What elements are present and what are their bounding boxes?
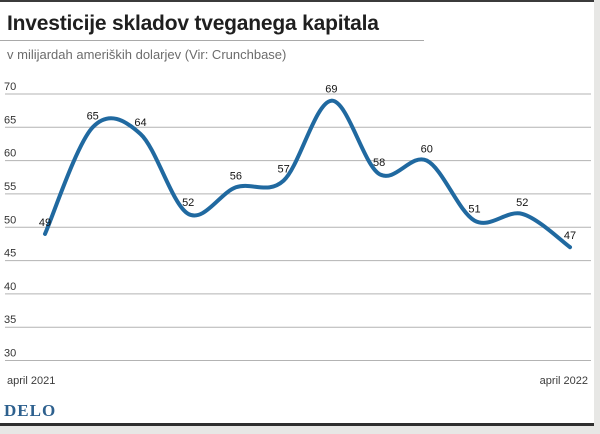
point-label: 65 bbox=[87, 110, 99, 122]
chart-title: Investicije skladov tveganega kapitala bbox=[7, 12, 379, 35]
point-label: 52 bbox=[182, 197, 194, 209]
y-tick-label: 70 bbox=[4, 81, 16, 93]
point-label: 60 bbox=[421, 144, 433, 156]
x-axis-start-label: april 2021 bbox=[7, 375, 56, 387]
delo-logo: DELO bbox=[4, 401, 57, 420]
point-label: 69 bbox=[325, 84, 337, 96]
title-divider bbox=[0, 40, 424, 41]
line-chart: 70 65 60 55 50 45 40 35 30 49 65 64 52 56 57 69 58 60 51 52… bbox=[4, 81, 591, 361]
y-tick-label: 35 bbox=[4, 314, 16, 326]
x-axis-end-label: april 2022 bbox=[539, 375, 588, 387]
point-label: 52 bbox=[516, 197, 528, 209]
point-label: 56 bbox=[230, 170, 242, 182]
y-tick-label: 30 bbox=[4, 348, 16, 360]
point-label: 47 bbox=[564, 230, 576, 242]
point-label: 51 bbox=[468, 204, 480, 216]
point-label: 58 bbox=[373, 157, 385, 169]
y-tick-label: 55 bbox=[4, 181, 16, 193]
chart-subtitle: v milijardah ameriških dolarjev (Vir: Cr… bbox=[7, 47, 287, 62]
y-tick-label: 65 bbox=[4, 114, 16, 126]
y-tick-label: 60 bbox=[4, 148, 16, 160]
x-axis-labels: april 2021 april 2022 bbox=[0, 375, 594, 387]
chart-card: Investicije skladov tveganega kapitala v… bbox=[0, 0, 594, 426]
point-label: 57 bbox=[277, 164, 289, 176]
point-label: 49 bbox=[39, 217, 51, 229]
y-tick-label: 50 bbox=[4, 214, 16, 226]
point-label: 64 bbox=[134, 117, 146, 129]
y-tick-label: 40 bbox=[4, 281, 16, 293]
y-tick-label: 45 bbox=[4, 248, 16, 260]
series-line bbox=[43, 98, 572, 250]
